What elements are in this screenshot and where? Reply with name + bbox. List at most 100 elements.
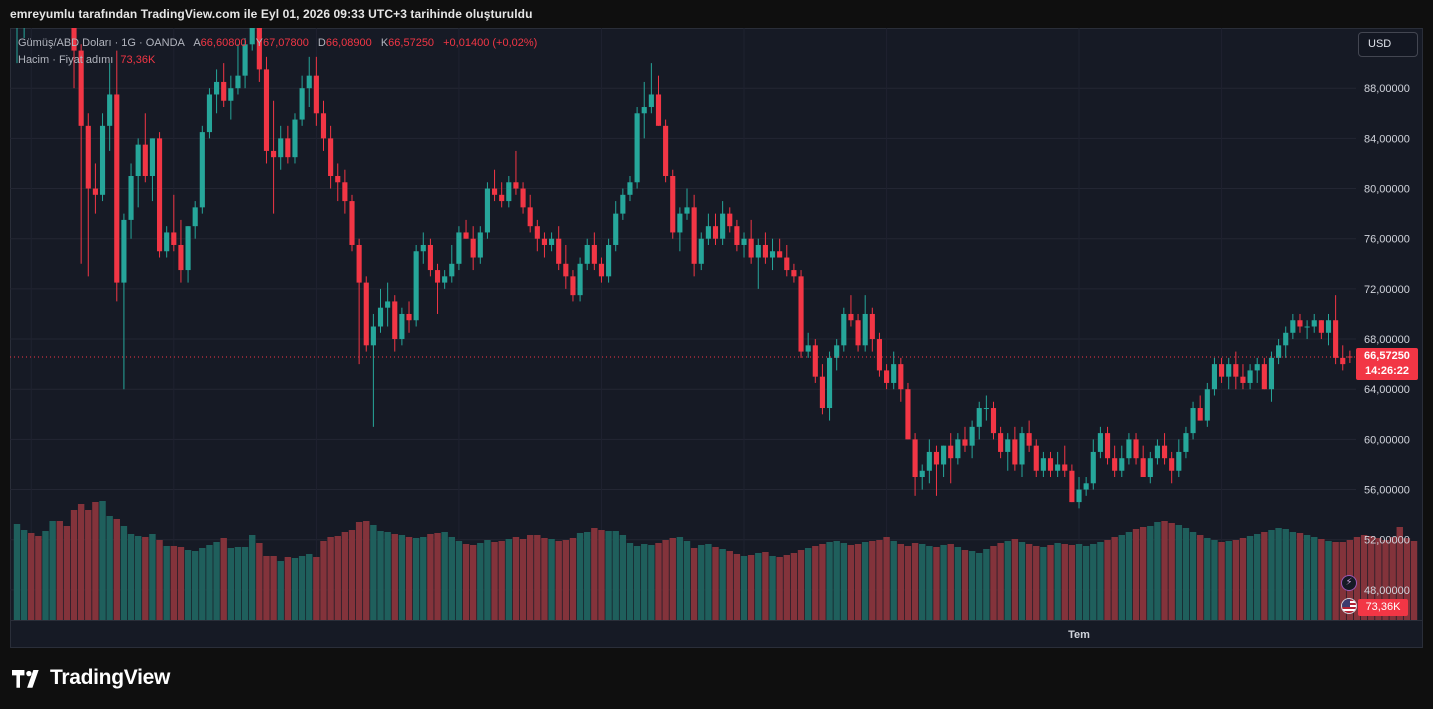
candle-body bbox=[349, 201, 355, 245]
last-price-tag: 66,57250 14:26:22 bbox=[1356, 348, 1418, 380]
volume-bar bbox=[1097, 542, 1104, 620]
volume-bar bbox=[113, 519, 120, 620]
volume-bar bbox=[1161, 521, 1168, 620]
candle-body bbox=[598, 263, 605, 277]
volume-bar bbox=[1410, 541, 1418, 620]
volume-bar bbox=[669, 538, 676, 620]
currency-button[interactable]: USD bbox=[1358, 32, 1418, 57]
volume-bar bbox=[1011, 539, 1019, 620]
candle-body bbox=[1333, 320, 1339, 358]
candle-body bbox=[648, 94, 654, 108]
candle-body bbox=[620, 194, 626, 214]
candle-body bbox=[613, 213, 619, 245]
candle-body bbox=[1026, 433, 1032, 446]
volume-bar bbox=[519, 539, 527, 620]
candle-body bbox=[884, 370, 890, 383]
candle-body bbox=[1062, 464, 1068, 471]
legend-low-label: D bbox=[317, 37, 326, 49]
candle-body bbox=[819, 376, 825, 409]
y-axis-tick-label: 56,00000 bbox=[1364, 485, 1410, 497]
volume-bar bbox=[776, 557, 783, 620]
candle-body bbox=[826, 357, 833, 409]
candle-body bbox=[263, 69, 270, 151]
candle-body bbox=[1012, 439, 1018, 465]
candle-body bbox=[962, 439, 968, 446]
volume-bar bbox=[35, 536, 42, 620]
candle-body bbox=[527, 207, 533, 227]
volume-bar bbox=[847, 545, 855, 620]
volume-bar bbox=[177, 547, 185, 620]
candle-body bbox=[1233, 364, 1239, 377]
candle-body bbox=[684, 207, 690, 214]
candle-body bbox=[1254, 364, 1260, 371]
volume-bar bbox=[783, 555, 790, 620]
legend-symbol[interactable]: Gümüş/ABD Doları · 1G · OANDA bbox=[18, 37, 185, 49]
candle-body bbox=[206, 94, 213, 133]
candle-body bbox=[456, 232, 462, 264]
volume-bar bbox=[1296, 533, 1304, 620]
us-flag-icon bbox=[1341, 598, 1357, 614]
candle-body bbox=[114, 94, 120, 283]
volume-bar bbox=[740, 556, 748, 620]
volume-bar bbox=[1054, 543, 1061, 620]
candle-body bbox=[1083, 483, 1089, 490]
candle-body bbox=[933, 451, 940, 465]
volume-bar bbox=[990, 546, 997, 620]
candle-body bbox=[1161, 445, 1168, 459]
candle-body bbox=[798, 276, 804, 352]
candle-body bbox=[142, 144, 148, 176]
volume-bar bbox=[797, 550, 805, 620]
candle-body bbox=[634, 113, 640, 183]
volume-bar bbox=[391, 534, 398, 620]
candle-body bbox=[156, 138, 163, 252]
candle-body bbox=[477, 232, 483, 258]
candle-body bbox=[556, 238, 562, 264]
candle-body bbox=[563, 263, 569, 277]
volume-bar bbox=[755, 553, 762, 620]
legend-volume-label[interactable]: Hacim · Fiyat adımı bbox=[18, 54, 114, 66]
candle-body bbox=[876, 339, 883, 371]
volume-bar bbox=[1168, 523, 1175, 620]
candle-body bbox=[420, 244, 426, 252]
volume-bar bbox=[619, 535, 627, 620]
volume-bar bbox=[377, 531, 384, 620]
volume-bar bbox=[1075, 544, 1083, 620]
volume-bar bbox=[676, 537, 684, 620]
y-axis-tick-label: 48,00000 bbox=[1364, 585, 1410, 597]
candle-body bbox=[335, 176, 341, 183]
volume-bar bbox=[726, 551, 733, 620]
volume-bar bbox=[1068, 545, 1076, 620]
candlestick-chart[interactable]: 48,00000 52,00000 56,00000 60,00000 64,00000… bbox=[10, 28, 1423, 648]
candle-body bbox=[1154, 445, 1160, 459]
volume-tag: 73,36K bbox=[1358, 599, 1408, 616]
candle-body bbox=[449, 263, 455, 277]
volume-bar bbox=[1232, 540, 1240, 620]
volume-bar bbox=[1225, 541, 1232, 620]
y-axis-tick-label: 60,00000 bbox=[1364, 434, 1410, 446]
candle-body bbox=[484, 188, 490, 233]
tradingview-brand: TradingView bbox=[12, 666, 170, 690]
candle-body bbox=[278, 138, 284, 158]
volume-bar bbox=[833, 541, 840, 620]
volume-bar bbox=[876, 540, 883, 620]
volume-bar bbox=[220, 538, 227, 620]
candle-body bbox=[1097, 433, 1103, 452]
volume-bar bbox=[234, 547, 242, 620]
volume-bar bbox=[92, 502, 99, 620]
candle-body bbox=[1347, 356, 1353, 358]
volume-bar bbox=[405, 537, 413, 620]
candle-body bbox=[848, 313, 854, 321]
candle-body bbox=[149, 138, 155, 176]
volume-bar bbox=[49, 521, 56, 620]
volume-bar bbox=[1375, 538, 1382, 620]
candle-body bbox=[606, 244, 612, 277]
lightning-icon[interactable]: ⚡ bbox=[1341, 575, 1357, 591]
candle-body bbox=[955, 439, 961, 459]
candle-body bbox=[242, 44, 248, 76]
volume-bar bbox=[1175, 525, 1183, 620]
volume-bar bbox=[355, 522, 363, 620]
legend-ohlc-row: Gümüş/ABD Doları · 1G · OANDA A66,60800 … bbox=[18, 35, 537, 52]
candle-body bbox=[513, 182, 519, 189]
chart-legend[interactable]: Gümüş/ABD Doları · 1G · OANDA A66,60800 … bbox=[18, 35, 537, 69]
volume-bar bbox=[576, 533, 584, 620]
